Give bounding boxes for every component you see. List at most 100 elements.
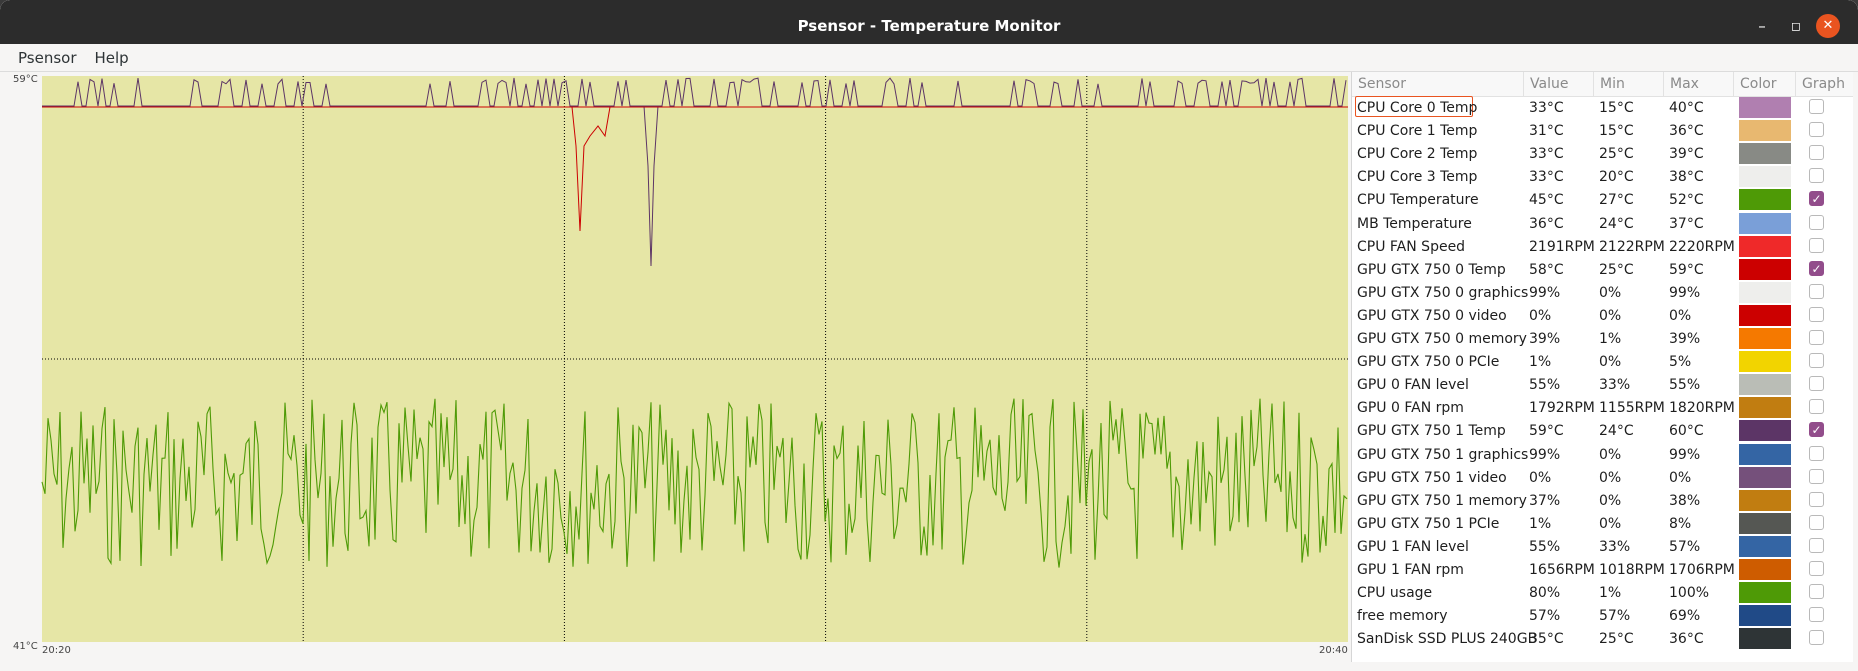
menu-help[interactable]: Help	[94, 49, 129, 67]
color-swatch[interactable]	[1739, 328, 1791, 349]
sensor-min: 27°C	[1599, 192, 1634, 209]
menu-psensor[interactable]: Psensor	[18, 49, 77, 67]
sensor-min: 33%	[1599, 377, 1631, 394]
sensor-name: MB Temperature	[1357, 215, 1472, 232]
graph-checkbox[interactable]	[1809, 306, 1824, 322]
table-row[interactable]: GPU GTX 750 0 PCIe 1% 0% 5%	[1352, 350, 1853, 373]
graph-checkbox[interactable]	[1809, 330, 1824, 345]
graph-checkbox[interactable]	[1809, 537, 1824, 553]
table-row[interactable]: GPU GTX 750 1 video 0% 0% 0%	[1352, 466, 1853, 489]
color-swatch[interactable]	[1739, 120, 1791, 142]
color-swatch[interactable]	[1739, 166, 1791, 188]
graph-checkbox[interactable]	[1809, 168, 1824, 184]
graph-checkbox[interactable]	[1809, 468, 1824, 484]
table-row[interactable]: GPU 1 FAN rpm 1656RPM 1018RPM 1706RPM	[1352, 558, 1853, 581]
sensor-max: 99%	[1669, 284, 1701, 301]
gpu-0-temp-dip	[571, 106, 611, 232]
color-swatch[interactable]	[1739, 466, 1791, 488]
graph-checkbox[interactable]	[1809, 630, 1824, 646]
color-swatch[interactable]	[1739, 397, 1791, 419]
close-button[interactable]: ✕	[1816, 14, 1840, 38]
color-swatch[interactable]	[1739, 189, 1791, 211]
column-header-color[interactable]: Color	[1734, 72, 1796, 96]
graph-checkbox[interactable]	[1809, 445, 1824, 461]
table-row[interactable]: GPU GTX 750 1 memory 37% 0% 38%	[1352, 489, 1853, 512]
table-row[interactable]: GPU GTX 750 1 Temp 59°C 24°C 60°C ✓	[1352, 419, 1853, 442]
sensor-name: free memory	[1357, 608, 1448, 625]
graph-checkbox[interactable]	[1809, 237, 1824, 253]
graph-checkbox[interactable]: ✓	[1809, 260, 1824, 276]
table-row[interactable]: CPU usage 80% 1% 100%	[1352, 581, 1853, 604]
table-row[interactable]: CPU Core 0 Temp 33°C 15°C 40°C	[1352, 96, 1853, 119]
graph-checkbox[interactable]	[1809, 607, 1824, 623]
sensor-min: 24°C	[1599, 423, 1634, 440]
color-swatch[interactable]	[1739, 420, 1791, 442]
minimize-button[interactable]: –	[1758, 17, 1766, 35]
color-swatch[interactable]	[1739, 351, 1791, 373]
sensor-max: 52°C	[1669, 192, 1704, 209]
table-row[interactable]: CPU FAN Speed 2191RPM 2122RPM 2220RPM	[1352, 235, 1853, 258]
sensor-name: CPU Core 0 Temp	[1357, 100, 1478, 116]
color-swatch[interactable]	[1739, 212, 1791, 234]
maximize-button[interactable]: ◻	[1791, 19, 1801, 33]
table-row[interactable]: GPU 0 FAN level 55% 33% 55%	[1352, 373, 1853, 396]
graph-checkbox[interactable]	[1809, 376, 1824, 392]
graph-checkbox[interactable]	[1809, 122, 1824, 138]
graph-checkbox[interactable]: ✓	[1809, 422, 1824, 438]
column-header-min[interactable]: Min	[1594, 72, 1664, 96]
sensor-name: GPU GTX 750 1 PCIe	[1357, 515, 1500, 532]
column-header-max[interactable]: Max	[1664, 72, 1734, 96]
table-row[interactable]: CPU Core 3 Temp 33°C 20°C 38°C	[1352, 165, 1853, 188]
color-swatch[interactable]	[1739, 443, 1791, 465]
table-row[interactable]: GPU GTX 750 1 graphics 99% 0% 99%	[1352, 443, 1853, 466]
table-row[interactable]: CPU Core 2 Temp 33°C 25°C 39°C	[1352, 142, 1853, 165]
table-row[interactable]: GPU GTX 750 0 Temp 58°C 25°C 59°C ✓	[1352, 258, 1853, 281]
table-row[interactable]: GPU 0 FAN rpm 1792RPM 1155RPM 1820RPM	[1352, 396, 1853, 419]
sensor-value: 55%	[1529, 377, 1561, 394]
color-swatch[interactable]	[1739, 605, 1791, 627]
graph-checkbox[interactable]: ✓	[1809, 191, 1824, 207]
column-header-sensor[interactable]: Sensor	[1352, 72, 1524, 96]
title-bar[interactable]: Psensor - Temperature Monitor – ◻ ✕	[0, 0, 1858, 44]
graph-checkbox[interactable]	[1809, 514, 1824, 530]
color-swatch[interactable]	[1739, 258, 1791, 280]
graph-checkbox[interactable]	[1809, 399, 1824, 415]
graph-checkbox[interactable]	[1809, 145, 1824, 161]
table-row[interactable]: GPU GTX 750 0 graphics 99% 0% 99%	[1352, 281, 1853, 304]
table-row[interactable]: GPU 1 FAN level 55% 33% 57%	[1352, 535, 1853, 558]
color-swatch[interactable]	[1739, 628, 1791, 650]
color-swatch[interactable]	[1739, 559, 1791, 580]
table-row[interactable]: GPU GTX 750 0 memory 39% 1% 39%	[1352, 327, 1853, 350]
color-swatch[interactable]	[1739, 374, 1791, 396]
table-row[interactable]: CPU Temperature 45°C 27°C 52°C ✓	[1352, 188, 1853, 211]
table-row[interactable]: GPU GTX 750 1 PCIe 1% 0% 8%	[1352, 512, 1853, 535]
color-swatch[interactable]	[1739, 143, 1791, 165]
color-swatch[interactable]	[1739, 97, 1791, 118]
table-row[interactable]: free memory 57% 57% 69%	[1352, 604, 1853, 627]
sensor-max: 38°C	[1669, 169, 1704, 186]
color-swatch[interactable]	[1739, 535, 1791, 557]
graph-checkbox[interactable]	[1809, 99, 1824, 114]
sensor-value: 59°C	[1529, 423, 1564, 440]
table-row[interactable]: SanDisk SSD PLUS 240GB 35°C 25°C 36°C	[1352, 627, 1853, 650]
sensor-value: 80%	[1529, 585, 1561, 602]
table-row[interactable]: GPU GTX 750 0 video 0% 0% 0%	[1352, 304, 1853, 327]
sensor-value: 1%	[1529, 354, 1552, 371]
color-swatch[interactable]	[1739, 281, 1791, 303]
column-header-value[interactable]: Value	[1524, 72, 1594, 96]
color-swatch[interactable]	[1739, 582, 1791, 604]
graph-checkbox[interactable]	[1809, 491, 1824, 507]
color-swatch[interactable]	[1739, 512, 1791, 534]
color-swatch[interactable]	[1739, 304, 1791, 326]
table-row[interactable]: MB Temperature 36°C 24°C 37°C	[1352, 212, 1853, 235]
graph-checkbox[interactable]	[1809, 561, 1824, 576]
graph-checkbox[interactable]	[1809, 353, 1824, 369]
sensor-value: 0%	[1529, 469, 1552, 486]
color-swatch[interactable]	[1739, 235, 1791, 257]
graph-checkbox[interactable]	[1809, 283, 1824, 299]
graph-checkbox[interactable]	[1809, 584, 1824, 600]
column-header-graph[interactable]: Graph	[1802, 76, 1845, 92]
graph-checkbox[interactable]	[1809, 214, 1824, 230]
table-row[interactable]: CPU Core 1 Temp 31°C 15°C 36°C	[1352, 119, 1853, 142]
color-swatch[interactable]	[1739, 489, 1791, 511]
